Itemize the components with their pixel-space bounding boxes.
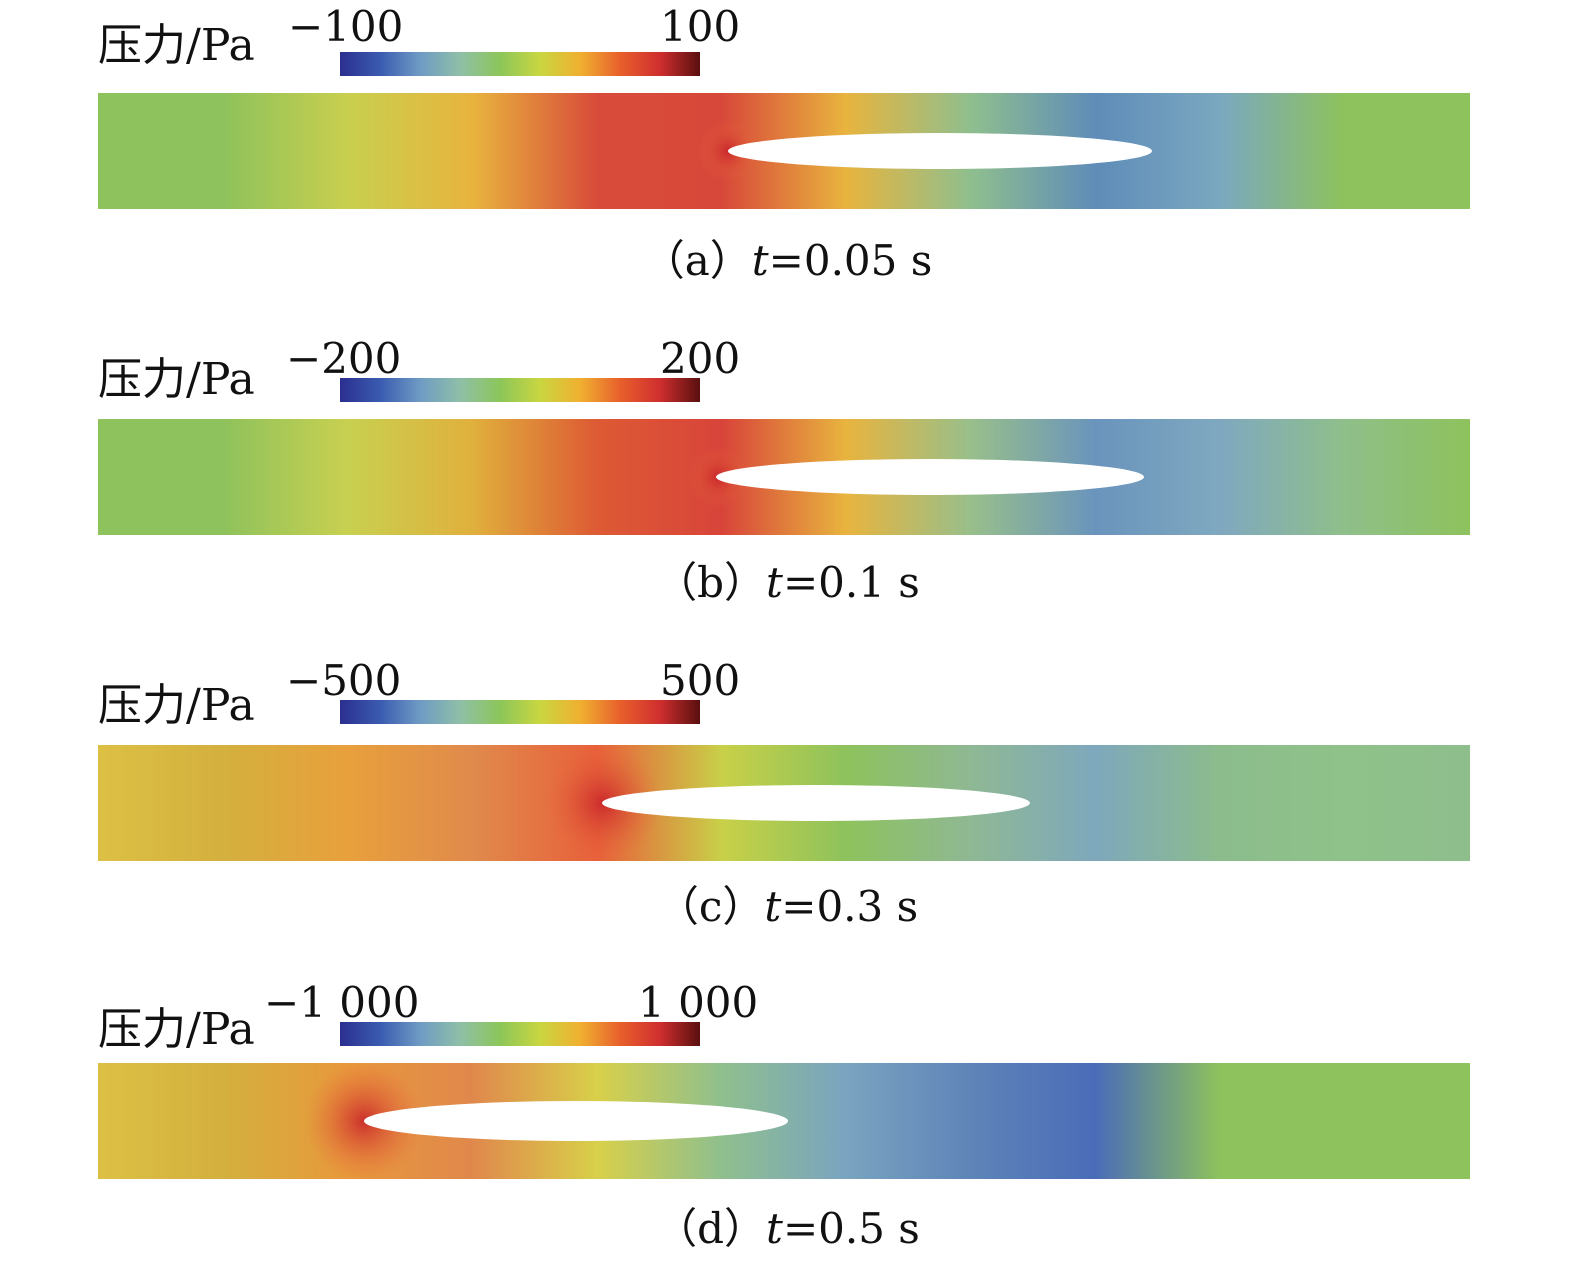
caption-variable: t xyxy=(766,558,783,607)
pressure-field xyxy=(98,1063,1470,1179)
panel-caption: （d）t=0.5 s xyxy=(0,1208,1575,1250)
panel-caption: （b）t=0.1 s xyxy=(0,562,1575,604)
pressure-field xyxy=(98,419,1470,535)
caption-value: =0.05 s xyxy=(768,236,933,285)
caption-prefix: （a） xyxy=(642,236,752,285)
colorbar-label: 压力/Pa xyxy=(98,1004,255,1055)
colorbar-label: 压力/Pa xyxy=(98,354,255,405)
colorbar-min-label: −1 000 xyxy=(264,978,420,1027)
caption-value: =0.1 s xyxy=(782,558,920,607)
colorbar-max-label: 200 xyxy=(660,334,741,383)
colorbar xyxy=(340,378,700,402)
pressure-field-svg xyxy=(98,745,1470,861)
pressure-field-svg xyxy=(98,1063,1470,1179)
colorbar xyxy=(340,1022,700,1046)
panel-caption: （a）t=0.05 s xyxy=(0,240,1575,282)
pressure-field xyxy=(98,93,1470,209)
colorbar-max-label: 500 xyxy=(660,656,741,705)
colorbar xyxy=(340,52,700,76)
body-shape xyxy=(728,133,1152,169)
caption-prefix: （d） xyxy=(655,1204,767,1253)
panel-caption: （c）t=0.3 s xyxy=(0,886,1575,928)
colorbar-min-label: −500 xyxy=(286,656,402,705)
colorbar-max-label: 100 xyxy=(660,2,741,51)
caption-value: =0.3 s xyxy=(781,882,919,931)
colorbar-min-label: −100 xyxy=(288,2,404,51)
caption-variable: t xyxy=(751,236,769,285)
colorbar-label: 压力/Pa xyxy=(98,680,255,731)
body-shape xyxy=(716,459,1144,495)
colorbar-label: 压力/Pa xyxy=(98,20,255,71)
colorbar-min-label: −200 xyxy=(286,334,402,383)
colorbar-max-label: 1 000 xyxy=(638,978,759,1027)
caption-prefix: （c） xyxy=(656,882,765,931)
caption-variable: t xyxy=(764,882,782,931)
caption-value: =0.5 s xyxy=(782,1204,920,1253)
pressure-field xyxy=(98,745,1470,861)
pressure-field-svg xyxy=(98,93,1470,209)
body-shape xyxy=(364,1101,788,1141)
pressure-field-svg xyxy=(98,419,1470,535)
caption-variable: t xyxy=(766,1204,783,1253)
caption-prefix: （b） xyxy=(655,558,767,607)
colorbar xyxy=(340,700,700,724)
body-shape xyxy=(602,785,1030,821)
